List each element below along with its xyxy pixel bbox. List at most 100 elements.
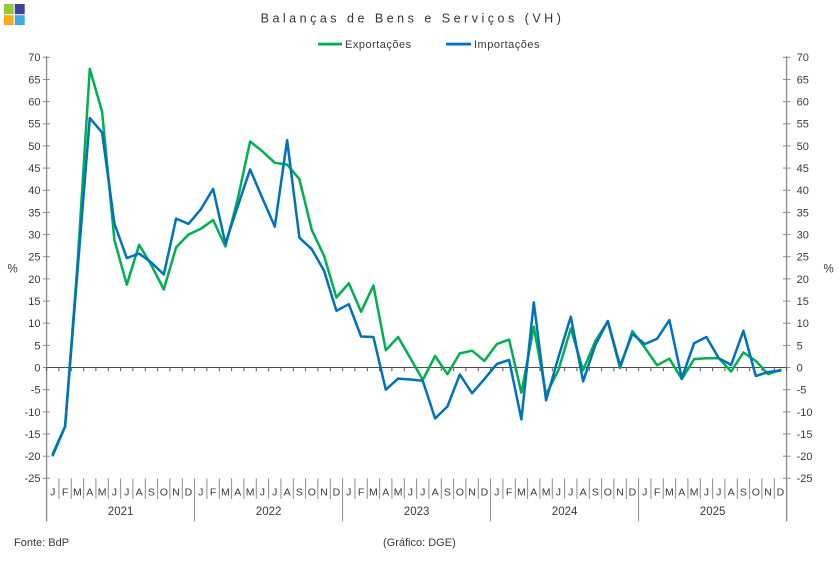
svg-text:70: 70 xyxy=(28,52,40,64)
svg-text:30: 30 xyxy=(797,230,809,242)
svg-text:D: D xyxy=(185,487,193,499)
svg-text:55: 55 xyxy=(28,119,40,131)
svg-text:F: F xyxy=(210,487,216,499)
svg-text:M: M xyxy=(542,487,551,499)
svg-text:2024: 2024 xyxy=(552,506,578,518)
svg-text:A: A xyxy=(234,487,241,499)
svg-text:40: 40 xyxy=(797,185,809,197)
svg-text:J: J xyxy=(420,487,425,499)
svg-text:45: 45 xyxy=(797,163,809,175)
svg-text:O: O xyxy=(752,487,760,499)
svg-text:-20: -20 xyxy=(25,451,41,463)
svg-text:A: A xyxy=(432,487,439,499)
svg-text:J: J xyxy=(568,487,573,499)
svg-text:S: S xyxy=(444,487,451,499)
svg-text:M: M xyxy=(73,487,82,499)
svg-text:60: 60 xyxy=(28,97,40,109)
svg-text:O: O xyxy=(160,487,168,499)
svg-text:-5: -5 xyxy=(797,385,807,397)
svg-text:50: 50 xyxy=(28,141,40,153)
svg-text:Fonte: BdP: Fonte: BdP xyxy=(14,537,69,549)
svg-text:-15: -15 xyxy=(25,429,41,441)
svg-text:D: D xyxy=(777,487,785,499)
svg-text:5: 5 xyxy=(34,340,40,352)
svg-text:%: % xyxy=(824,263,834,275)
svg-text:N: N xyxy=(468,487,476,499)
svg-text:65: 65 xyxy=(28,74,40,86)
svg-text:F: F xyxy=(654,487,660,499)
svg-text:J: J xyxy=(198,487,203,499)
svg-text:A: A xyxy=(728,487,735,499)
svg-text:20: 20 xyxy=(28,274,40,286)
svg-text:M: M xyxy=(690,487,699,499)
svg-text:F: F xyxy=(358,487,364,499)
svg-text:10: 10 xyxy=(28,318,40,330)
svg-text:J: J xyxy=(50,487,55,499)
svg-text:-25: -25 xyxy=(25,473,41,485)
svg-text:M: M xyxy=(394,487,403,499)
svg-text:J: J xyxy=(556,487,561,499)
svg-text:M: M xyxy=(517,487,526,499)
svg-text:J: J xyxy=(494,487,499,499)
svg-text:A: A xyxy=(284,487,291,499)
svg-text:15: 15 xyxy=(797,296,809,308)
svg-text:J: J xyxy=(272,487,277,499)
svg-text:J: J xyxy=(642,487,647,499)
svg-text:10: 10 xyxy=(797,318,809,330)
svg-text:F: F xyxy=(506,487,512,499)
svg-text:-25: -25 xyxy=(797,473,813,485)
svg-text:A: A xyxy=(382,487,389,499)
svg-text:0: 0 xyxy=(797,362,803,374)
svg-text:O: O xyxy=(456,487,464,499)
svg-text:J: J xyxy=(260,487,265,499)
svg-text:D: D xyxy=(629,487,637,499)
svg-text:35: 35 xyxy=(28,207,40,219)
svg-text:2025: 2025 xyxy=(700,506,726,518)
svg-text:55: 55 xyxy=(797,119,809,131)
svg-text:N: N xyxy=(764,487,772,499)
svg-text:-10: -10 xyxy=(25,407,41,419)
svg-text:(Gráfico: DGE): (Gráfico: DGE) xyxy=(383,537,456,549)
svg-text:D: D xyxy=(333,487,341,499)
svg-text:50: 50 xyxy=(797,141,809,153)
svg-text:15: 15 xyxy=(28,296,40,308)
svg-text:M: M xyxy=(369,487,378,499)
svg-text:-5: -5 xyxy=(31,385,41,397)
svg-text:J: J xyxy=(408,487,413,499)
svg-text:60: 60 xyxy=(797,97,809,109)
svg-text:M: M xyxy=(246,487,255,499)
svg-text:O: O xyxy=(604,487,612,499)
svg-text:S: S xyxy=(148,487,155,499)
svg-text:F: F xyxy=(62,487,68,499)
svg-text:A: A xyxy=(530,487,537,499)
svg-text:2022: 2022 xyxy=(256,506,282,518)
svg-text:O: O xyxy=(308,487,316,499)
svg-text:A: A xyxy=(86,487,93,499)
svg-text:2021: 2021 xyxy=(108,506,134,518)
svg-text:N: N xyxy=(616,487,624,499)
svg-text:70: 70 xyxy=(797,52,809,64)
svg-text:S: S xyxy=(740,487,747,499)
svg-text:D: D xyxy=(481,487,489,499)
svg-text:J: J xyxy=(716,487,721,499)
svg-text:M: M xyxy=(221,487,230,499)
svg-text:S: S xyxy=(296,487,303,499)
svg-text:25: 25 xyxy=(28,252,40,264)
svg-text:Importações: Importações xyxy=(474,39,540,51)
svg-text:-10: -10 xyxy=(797,407,813,419)
svg-text:J: J xyxy=(124,487,129,499)
svg-text:A: A xyxy=(136,487,143,499)
svg-text:0: 0 xyxy=(34,362,40,374)
svg-text:35: 35 xyxy=(797,207,809,219)
svg-text:N: N xyxy=(320,487,328,499)
svg-text:Balanças de Bens e Serviços (V: Balanças de Bens e Serviços (VH) xyxy=(261,11,565,25)
svg-text:25: 25 xyxy=(797,252,809,264)
svg-text:M: M xyxy=(665,487,674,499)
svg-text:J: J xyxy=(346,487,351,499)
svg-text:M: M xyxy=(98,487,107,499)
svg-text:40: 40 xyxy=(28,185,40,197)
svg-text:S: S xyxy=(592,487,599,499)
svg-text:45: 45 xyxy=(28,163,40,175)
svg-text:20: 20 xyxy=(797,274,809,286)
svg-text:N: N xyxy=(172,487,180,499)
